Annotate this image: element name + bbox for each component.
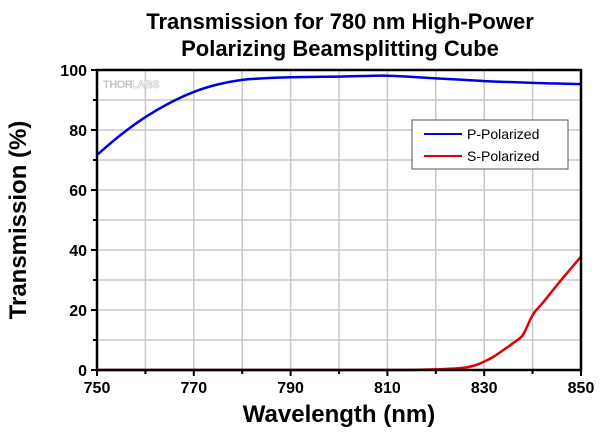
y-tick-label: 0 <box>78 363 87 380</box>
y-tick-label: 40 <box>69 243 87 260</box>
y-tick-label: 80 <box>69 123 87 140</box>
chart-title-line-2: Polarizing Beamsplitting Cube <box>181 36 499 61</box>
y-tick-label: 20 <box>69 303 87 320</box>
x-axis-label: Wavelength (nm) <box>243 401 435 428</box>
x-tick-labels: 750 770 790 810 830 850 <box>84 380 595 397</box>
y-tick-label: 100 <box>60 63 87 80</box>
x-tick-label: 850 <box>568 380 595 397</box>
x-tick-label: 830 <box>471 380 498 397</box>
y-tick-label: 60 <box>69 183 87 200</box>
chart-title-line-1: Transmission for 780 nm High-Power <box>146 9 534 34</box>
x-tick-label: 770 <box>180 380 207 397</box>
watermark: THOR LABS <box>103 79 160 92</box>
y-axis-label: Transmission (%) <box>5 121 32 320</box>
x-tick-label: 810 <box>374 380 401 397</box>
legend-label-s: S-Polarized <box>467 148 539 164</box>
legend: P-Polarized S-Polarized <box>411 119 569 170</box>
axis-ticks <box>91 69 582 376</box>
watermark-labs: LABS <box>131 79 159 91</box>
legend-box <box>411 119 569 170</box>
y-tick-labels: 0 20 40 60 80 100 <box>60 63 87 380</box>
watermark-thor: THOR <box>103 79 133 91</box>
legend-label-p: P-Polarized <box>467 126 539 142</box>
x-tick-label: 750 <box>84 380 111 397</box>
grid <box>97 70 581 370</box>
series-line-p-polarized <box>96 74 582 156</box>
x-tick-label: 790 <box>277 380 304 397</box>
